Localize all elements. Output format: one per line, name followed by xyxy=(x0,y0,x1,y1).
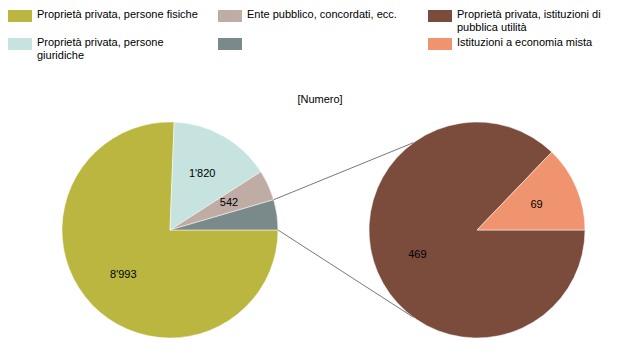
legend-label: Proprietà privata, personegiuridiche xyxy=(37,36,164,61)
pie-slice xyxy=(62,122,278,338)
legend-swatch xyxy=(428,38,452,50)
legend-swatch xyxy=(218,38,242,50)
pie: 469 69 xyxy=(369,122,585,338)
pie: 8'993 1'820 542 xyxy=(62,122,278,338)
data-label: 469 xyxy=(408,248,426,260)
legend-label: Ente pubblico, concordati, ecc. xyxy=(247,8,397,20)
connector xyxy=(274,143,414,200)
legend-label: Proprietà privata, persone fisiche xyxy=(37,8,198,20)
legend-label: Istituzioni a economia mista xyxy=(457,36,593,48)
legend-swatch xyxy=(8,38,32,50)
legend: Proprietà privata, persone fisiche Propri… xyxy=(8,8,601,61)
connector xyxy=(278,230,414,317)
legend-swatch xyxy=(428,10,452,22)
legend-swatch xyxy=(8,10,32,22)
chart: Proprietà privata, persone fisiche Propri… xyxy=(0,0,620,355)
legend-label: Proprietà privata, istituzioni dipubblic… xyxy=(457,8,601,33)
pie-slice xyxy=(477,152,585,230)
data-label: 542 xyxy=(220,196,238,208)
data-label: 69 xyxy=(530,197,542,209)
title: [Numero] xyxy=(297,93,342,105)
data-label: 1'820 xyxy=(189,167,216,179)
legend-swatch xyxy=(218,10,242,22)
data-label: 8'993 xyxy=(110,268,137,280)
pie-slice xyxy=(369,122,585,338)
